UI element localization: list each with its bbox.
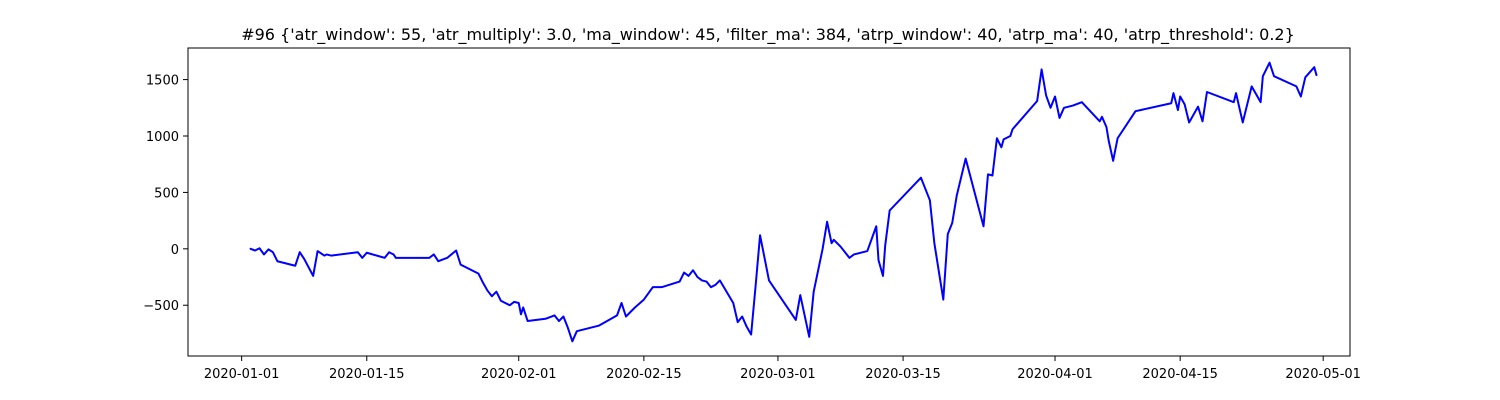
y-tick-label: 500 (154, 186, 179, 201)
x-tick-label: 2020-03-15 (865, 367, 941, 382)
plot-area: 2020-01-01 2020-01-15 2020-02-01 2020-02-15… (143, 47, 1361, 382)
x-tick-label: 2020-05-01 (1285, 367, 1361, 382)
y-tick-label: −500 (143, 299, 179, 314)
x-tick-label: 2020-02-15 (606, 367, 682, 382)
x-tick-label: 2020-02-01 (481, 367, 557, 382)
y-tick-label: 0 (171, 243, 179, 258)
axes-frame (187, 47, 1351, 357)
x-tick-label: 2020-01-15 (329, 367, 405, 382)
x-tick-label: 2020-01-01 (204, 367, 280, 382)
y-tick-label: 1500 (146, 74, 179, 89)
x-tick-label: 2020-04-01 (1017, 367, 1093, 382)
x-tick-label: 2020-04-15 (1142, 367, 1218, 382)
chart-title: #96 {'atr_window': 55, 'atr_multiply': 3… (241, 25, 1295, 45)
x-tick-label: 2020-03-01 (740, 367, 816, 382)
series-line (249, 61, 1318, 343)
y-tick-label: 1000 (146, 130, 179, 145)
